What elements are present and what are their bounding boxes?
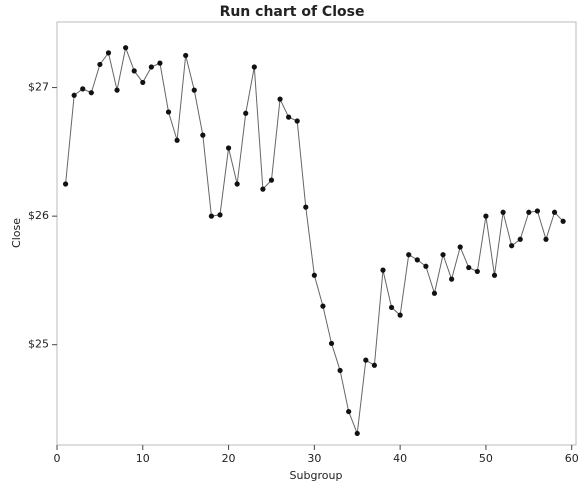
data-point [543,236,549,242]
data-point [474,268,480,275]
plot-frame [56,21,577,446]
x-tick-label: 30 [307,452,321,465]
data-point [97,61,103,68]
data-point [268,177,275,183]
data-point [114,87,120,93]
y-axis-label: Close [10,218,23,248]
data-point [123,45,129,51]
data-point [328,340,335,347]
data-point [225,145,232,151]
data-point [457,244,463,250]
data-point [320,303,326,309]
x-tick-label: 0 [54,452,61,465]
data-point [71,92,77,98]
data-point [526,209,532,215]
data-point [311,272,317,278]
data-point [406,252,412,258]
x-tick-label: 20 [222,452,236,465]
data-point [388,304,395,311]
data-point [243,110,249,116]
data-point [483,213,489,219]
x-tick-label: 60 [565,452,579,465]
data-point [200,132,206,138]
data-point [217,212,223,218]
data-point [500,209,506,215]
data-point [105,50,112,56]
data-point [165,109,172,115]
data-point [88,90,94,96]
data-point [560,218,566,224]
data-point [414,257,420,263]
data-point [174,137,180,143]
data-point [380,267,386,273]
data-point [423,263,429,269]
data-point [397,312,403,318]
x-tick-label: 40 [393,452,407,465]
data-point [80,86,86,92]
data-point [509,243,515,249]
data-point [286,114,292,120]
data-point [191,87,197,93]
data-point [346,408,352,415]
data-point [534,208,540,214]
x-tick-label: 10 [136,452,150,465]
data-point [140,79,146,86]
data-point [466,264,472,271]
data-point [157,60,163,66]
data-point [517,236,523,242]
data-point [440,252,446,258]
data-point [183,52,189,59]
y-tick-label: $27 [28,81,49,94]
data-point [62,181,69,187]
data-point [277,96,283,102]
y-tick-label: $26 [28,209,49,222]
data-point [234,181,240,187]
y-tick-label: $25 [28,338,49,351]
data-point [303,204,309,210]
data-point [449,276,455,282]
data-point [354,430,360,437]
data-point [260,186,266,192]
x-tick-label: 50 [479,452,493,465]
data-point [431,290,438,296]
data-point [208,213,215,219]
data-point [148,64,154,70]
data-point [131,68,137,74]
data-point [371,362,378,368]
data-point [337,367,343,374]
data-point [551,209,558,215]
data-point [294,118,300,124]
data-point [363,357,369,363]
chart-title: Run chart of Close [220,4,365,20]
data-point [491,272,498,278]
x-axis-label: Subgroup [290,469,343,482]
data-point [251,64,257,70]
